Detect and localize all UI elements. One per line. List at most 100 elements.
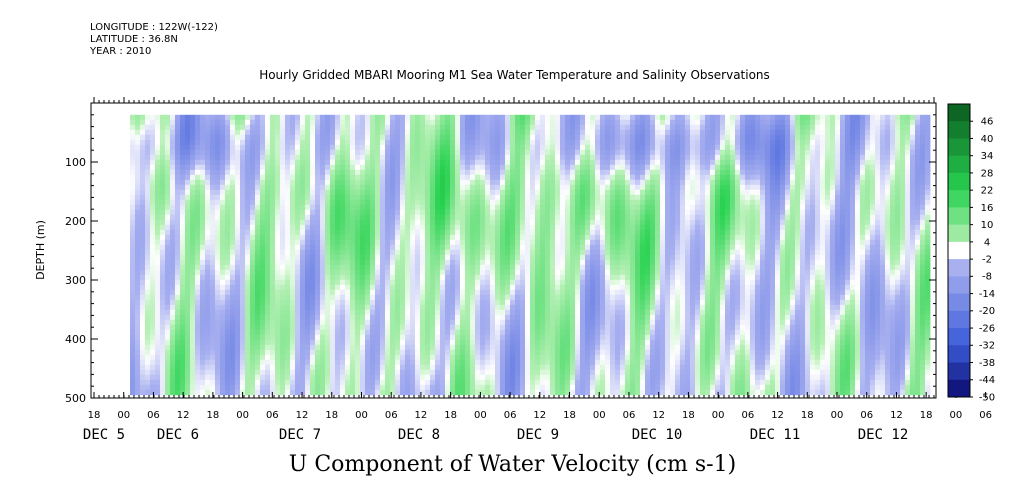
heatmap-cell (525, 309, 531, 316)
heatmap-cell (420, 134, 426, 141)
heatmap-cell (270, 204, 276, 211)
heatmap-cell (355, 294, 361, 301)
heatmap-cell (225, 174, 231, 181)
heatmap-cell (445, 134, 451, 141)
heatmap-cell (280, 329, 286, 336)
heatmap-cell (530, 254, 536, 261)
heatmap-cell (460, 284, 466, 291)
heatmap-cell (395, 309, 401, 316)
heatmap-cell (285, 314, 291, 321)
heatmap-cell (370, 149, 376, 156)
heatmap-cell (250, 164, 256, 171)
heatmap-cell (325, 159, 331, 166)
heatmap-cell (135, 209, 141, 216)
heatmap-cell (470, 119, 476, 126)
heatmap-cell (345, 184, 351, 191)
heatmap-cell (175, 254, 181, 261)
heatmap-cell (515, 119, 521, 126)
heatmap-cell (180, 279, 186, 286)
heatmap-cell (270, 174, 276, 181)
heatmap-cell (520, 299, 526, 306)
heatmap-cell (475, 354, 481, 361)
heatmap-cell (310, 169, 316, 176)
heatmap-cell (290, 264, 296, 271)
heatmap-cell (180, 294, 186, 301)
heatmap-cell (190, 144, 196, 151)
heatmap-cell (365, 359, 371, 366)
heatmap-cell (500, 229, 506, 236)
heatmap-cell (145, 154, 151, 161)
heatmap-cell (550, 294, 556, 301)
heatmap-cell (315, 364, 321, 371)
heatmap-cell (330, 124, 336, 131)
heatmap-cell (190, 134, 196, 141)
heatmap-cell (155, 184, 161, 191)
heatmap-cell (420, 314, 426, 321)
heatmap-cell (390, 274, 396, 281)
heatmap-cell (310, 359, 316, 366)
heatmap-cell (290, 194, 296, 201)
heatmap-cell (300, 344, 306, 351)
heatmap-cell (265, 134, 271, 141)
heatmap-cell (570, 344, 576, 351)
heatmap-cell (215, 129, 221, 136)
heatmap-cell (455, 344, 461, 351)
heatmap-cell (190, 249, 196, 256)
heatmap-cell (560, 134, 566, 141)
heatmap-cell (380, 334, 386, 341)
heatmap-cell (130, 364, 136, 371)
heatmap-cell (340, 124, 346, 131)
heatmap-cell (555, 234, 561, 241)
heatmap-cell (300, 384, 306, 391)
heatmap-cell (490, 249, 496, 256)
heatmap-cell (420, 114, 426, 121)
heatmap-cell (140, 369, 146, 376)
heatmap-cell (375, 134, 381, 141)
heatmap-cell (295, 279, 301, 286)
heatmap-cell (165, 194, 171, 201)
heatmap-cell (530, 329, 536, 336)
heatmap-cell (315, 144, 321, 151)
heatmap-cell (180, 384, 186, 391)
heatmap-cell (195, 314, 201, 321)
heatmap-cell (570, 224, 576, 231)
heatmap-cell (320, 249, 326, 256)
heatmap-cell (500, 279, 506, 286)
heatmap-cell (545, 374, 551, 381)
heatmap-cell (510, 139, 516, 146)
heatmap-cell (505, 234, 511, 241)
heatmap-cell (185, 129, 191, 136)
heatmap-cell (510, 269, 516, 276)
heatmap-cell (530, 284, 536, 291)
heatmap-cell (425, 139, 431, 146)
heatmap-cell (560, 189, 566, 196)
heatmap-cell (475, 339, 481, 346)
heatmap-cell (270, 214, 276, 221)
heatmap-cell (335, 384, 341, 391)
heatmap-cell (285, 299, 291, 306)
heatmap-cell (515, 349, 521, 356)
heatmap-cell (480, 344, 486, 351)
heatmap-cell (260, 134, 266, 141)
heatmap-cell (305, 284, 311, 291)
heatmap-cell (395, 319, 401, 326)
heatmap-cell (515, 169, 521, 176)
heatmap-cell (345, 294, 351, 301)
heatmap-cell (310, 389, 316, 396)
heatmap-cell (355, 174, 361, 181)
heatmap-cell (445, 154, 451, 161)
heatmap-cell (285, 114, 291, 121)
heatmap-cell (335, 149, 341, 156)
heatmap-cell (145, 214, 151, 221)
heatmap-cell (405, 129, 411, 136)
heatmap-cell (400, 374, 406, 381)
heatmap-cell (165, 159, 171, 166)
heatmap-cell (140, 289, 146, 296)
heatmap-cell (210, 204, 216, 211)
heatmap-cell (330, 309, 336, 316)
heatmap-cell (425, 134, 431, 141)
heatmap-cell (260, 234, 266, 241)
heatmap-cell (330, 199, 336, 206)
heatmap-cell (515, 114, 521, 121)
heatmap-cell (215, 149, 221, 156)
